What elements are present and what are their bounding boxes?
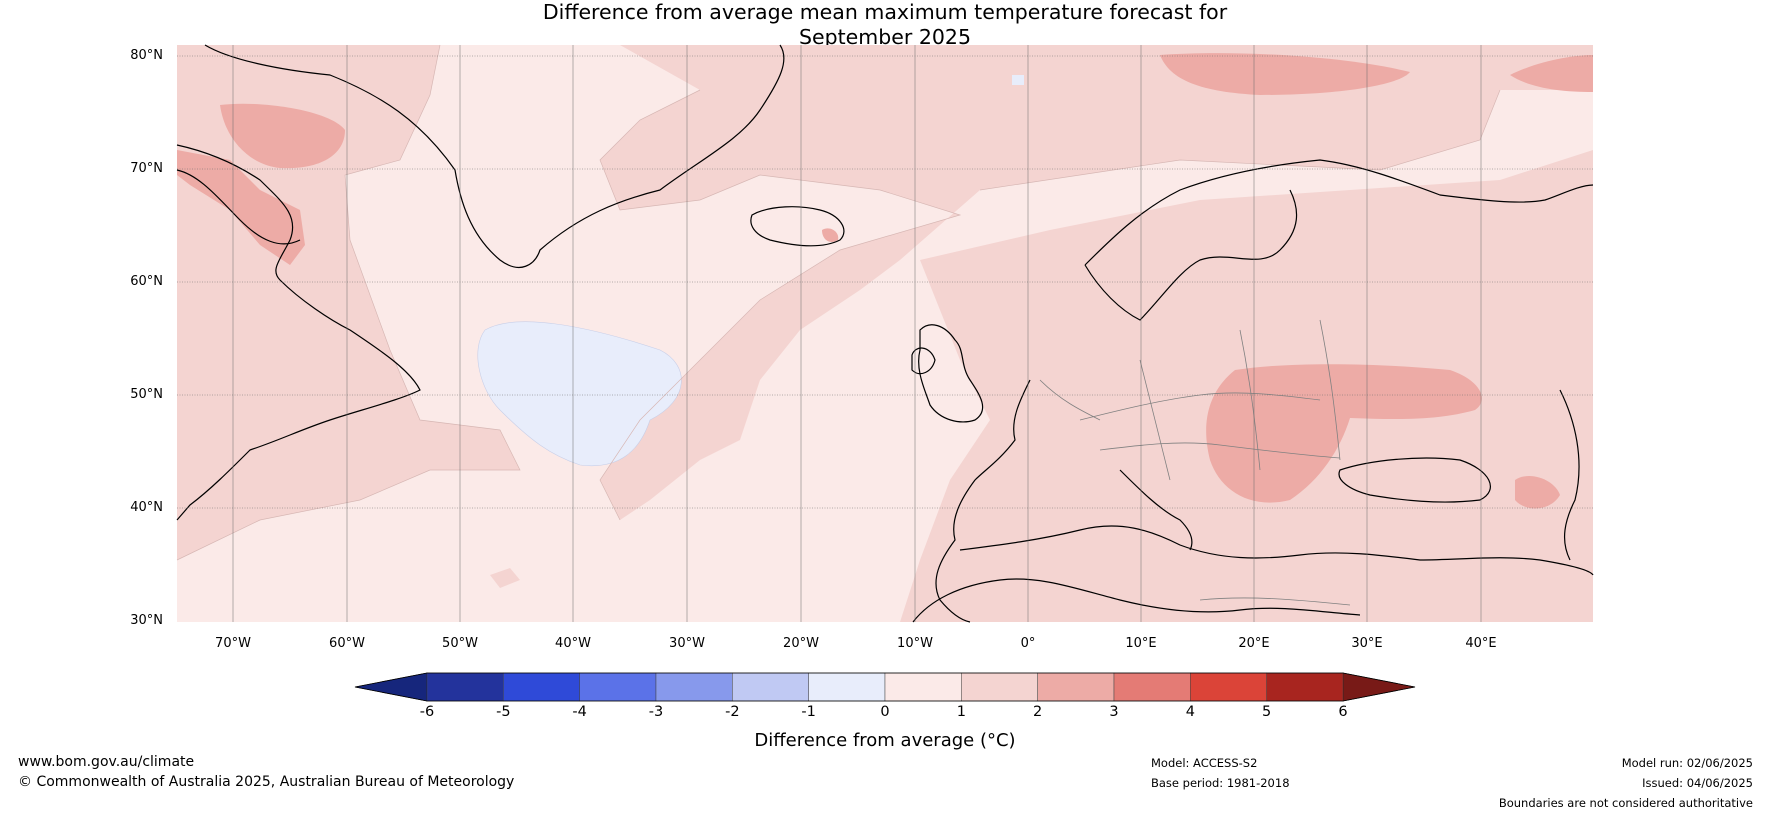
lon-label-20e: 20°E	[1238, 636, 1270, 651]
coast-norway-sweden	[1084, 189, 1298, 321]
coast-caspian	[1559, 389, 1580, 561]
colorbar-bin-10	[1190, 672, 1267, 702]
colorbar-bin-7	[961, 672, 1038, 702]
lon-label-60w: 60°W	[329, 636, 365, 651]
footer-issued: Issued: 04/06/2025	[1642, 776, 1753, 790]
zone-svalbard	[1160, 53, 1410, 95]
title-line-1: Difference from average mean maximum tem…	[542, 0, 1228, 24]
colorbar-bin-4	[732, 672, 809, 702]
lat-label-50n: 50°N	[130, 387, 163, 402]
coast-mediterranean	[959, 525, 1594, 576]
lon-label-40w: 40°W	[555, 636, 591, 651]
colorbar-tick--1: -1	[801, 704, 816, 720]
coast-baffin	[176, 169, 301, 245]
zone-barents	[1510, 55, 1593, 92]
lon-label-30e: 30°E	[1351, 636, 1383, 651]
lat-label-80n: 80°N	[130, 48, 163, 63]
zone-canada-arctic	[220, 103, 345, 169]
coast-iceland	[750, 206, 845, 247]
colorbar-tick--3: -3	[648, 704, 664, 720]
lon-label-10e: 10°E	[1125, 636, 1157, 651]
anomaly-2-3-zones	[177, 53, 1593, 509]
lon-label-70w: 70°W	[215, 636, 251, 651]
lon-label-40e: 40°E	[1465, 636, 1497, 651]
colorbar-tick--2: -2	[725, 704, 740, 720]
colorbar-tick--5: -5	[496, 704, 511, 720]
lon-label-30w: 30°W	[669, 636, 705, 651]
coast-canada	[176, 144, 421, 521]
zone-iceland	[822, 228, 839, 242]
zone-gulf-of-guinea-patch	[490, 568, 520, 588]
coastlines	[176, 44, 1594, 623]
zone-north-america	[177, 45, 520, 560]
chart-title: Difference from average mean maximum tem…	[0, 0, 1770, 50]
graticule	[177, 55, 1593, 509]
colorbar-bin-2	[579, 672, 657, 702]
colorbar-tick-3: 3	[1109, 704, 1119, 720]
footer-model: Model: ACCESS-S2	[1151, 756, 1258, 770]
contour-lines	[176, 44, 1501, 561]
footer-copyright: © Commonwealth of Australia 2025, Austra…	[18, 774, 515, 790]
colorbar-bin-11	[1266, 672, 1344, 702]
colorbar-tick-4: 4	[1185, 704, 1195, 720]
colorbar-tick-0: 0	[880, 704, 890, 720]
footer-model-run: Model run: 02/06/2025	[1621, 756, 1753, 770]
colorbar-tick-2: 2	[1033, 704, 1043, 720]
colorbar-bin-6	[884, 672, 962, 702]
footer-disclaimer: Boundaries are not considered authoritat…	[1498, 796, 1753, 810]
colorbar-outline	[354, 672, 1416, 702]
zone-eastern-europe	[1206, 364, 1482, 503]
coast-british-isles	[918, 324, 984, 423]
colorbar-bin-5	[808, 672, 886, 702]
colorbar-tick-5: 5	[1262, 704, 1272, 720]
lon-label-10w: 10°W	[897, 636, 933, 651]
coast-ireland	[911, 347, 936, 375]
colorbar-bin-9	[1113, 672, 1191, 702]
colorbar-tick--4: -4	[572, 704, 587, 720]
lon-label-0: 0°	[1020, 636, 1036, 651]
coast-africa-north	[912, 578, 1361, 623]
zone-labrador	[177, 150, 305, 265]
lon-label-20w: 20°W	[783, 636, 819, 651]
colorbar-tick-1: 1	[956, 704, 966, 720]
colorbar-over-arrow	[1342, 672, 1416, 702]
lat-label-30n: 30°N	[130, 613, 163, 628]
colorbar-tick-6: 6	[1338, 704, 1348, 720]
coast-greenland	[204, 44, 785, 268]
footer-base-period: Base period: 1981-2018	[1151, 776, 1290, 790]
lat-label-60n: 60°N	[130, 274, 163, 289]
anomaly-cool-zone	[477, 321, 682, 467]
colorbar-bin-1	[503, 672, 580, 702]
colorbar-bin-8	[1037, 672, 1115, 702]
colorbar-tick--6: -6	[419, 704, 435, 720]
lat-label-40n: 40°N	[130, 500, 163, 515]
footer-url: www.bom.gov.au/climate	[18, 754, 195, 770]
colorbar-under-arrow	[354, 672, 428, 702]
coast-black-sea	[1338, 457, 1491, 503]
colorbar-title: Difference from average (°C)	[754, 730, 1016, 751]
colorbar-bin-0	[426, 672, 504, 702]
coast-scandinavia	[1084, 159, 1594, 266]
meridians	[232, 45, 1482, 622]
anomaly-cool-dot	[1012, 75, 1024, 85]
zone-turkey	[1515, 475, 1560, 509]
lat-label-70n: 70°N	[130, 161, 163, 176]
coast-europe-west	[935, 379, 1031, 623]
coast-italy	[1119, 469, 1193, 551]
colorbar	[354, 672, 1416, 702]
colorbar-bin-3	[655, 672, 733, 702]
lon-label-50w: 50°W	[442, 636, 478, 651]
